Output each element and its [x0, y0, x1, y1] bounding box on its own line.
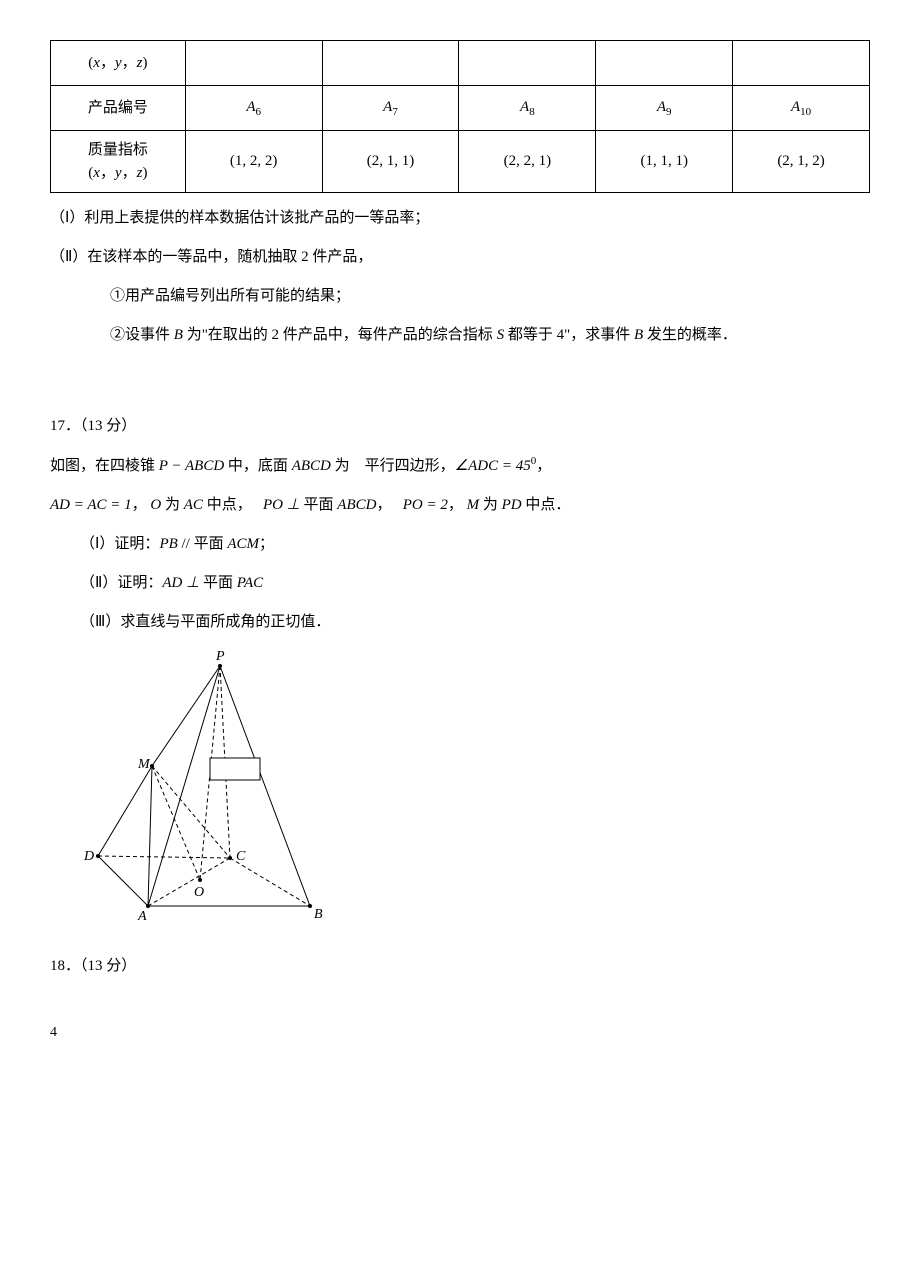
- cell: A10: [733, 86, 870, 131]
- label-P: P: [215, 649, 225, 664]
- text: 都等于 4"，求事件: [504, 327, 634, 343]
- label-M: M: [137, 757, 151, 772]
- expr: AC: [184, 497, 203, 513]
- text: 如图，在四棱锥: [50, 458, 159, 474]
- cell: [322, 41, 459, 86]
- var-B: B: [174, 327, 183, 343]
- text: 平面: [199, 575, 237, 591]
- row2-label: 产品编号: [51, 86, 186, 131]
- text: 为 平行四边形，: [331, 458, 455, 474]
- expr: PO ⊥: [263, 497, 300, 513]
- cell: (2, 2, 1): [459, 131, 596, 193]
- question-18-number: 18．（13 分）: [50, 953, 870, 980]
- data-table: (x，y，z) 产品编号 A6 A7 A8 A9 A10 质量指标(x，y，z)…: [50, 40, 870, 193]
- expr: O: [150, 497, 161, 513]
- expr: P − ABCD: [159, 458, 224, 474]
- expr: AD ⊥: [162, 575, 199, 591]
- q17-part-3: （Ⅲ）求直线与平面所成角的正切值．: [50, 609, 870, 636]
- expr: PD: [502, 497, 522, 513]
- cell: [733, 41, 870, 86]
- question-sub-1: ①用产品编号列出所有可能的结果；: [50, 283, 870, 310]
- cell: [596, 41, 733, 86]
- expr: ABCD: [337, 497, 376, 513]
- row1-label: (x，y，z): [51, 41, 186, 86]
- expr: M: [467, 497, 480, 513]
- text: ，: [376, 497, 399, 513]
- cell: (1, 2, 2): [185, 131, 322, 193]
- cell: (2, 1, 2): [733, 131, 870, 193]
- label-C: C: [236, 849, 246, 864]
- text: 中点，: [203, 497, 259, 513]
- pyramid-diagram: P M D A B C O: [50, 648, 870, 933]
- text: 中点．: [522, 497, 571, 513]
- text: ，: [536, 458, 551, 474]
- question-17-number: 17．（13 分）: [50, 413, 870, 440]
- text: 平面: [300, 497, 338, 513]
- text: ，: [132, 497, 147, 513]
- text: （Ⅱ）证明：: [80, 575, 162, 591]
- q17-part-2: （Ⅱ）证明：AD ⊥ 平面 PAC: [50, 570, 870, 597]
- text: ；: [259, 536, 274, 552]
- text: 为: [479, 497, 502, 513]
- row3-label: 质量指标(x，y，z): [51, 131, 186, 193]
- cell: [459, 41, 596, 86]
- cell: A7: [322, 86, 459, 131]
- expr: PB: [159, 536, 177, 552]
- label-A: A: [137, 909, 147, 924]
- cell: A6: [185, 86, 322, 131]
- cell: [185, 41, 322, 86]
- expr: PO = 2: [403, 497, 448, 513]
- q17-line2: AD = AC = 1， O 为 AC 中点， PO ⊥ 平面 ABCD， PO…: [50, 492, 870, 519]
- question-part-2: （Ⅱ）在该样本的一等品中，随机抽取 2 件产品，: [50, 244, 870, 271]
- text: 中，底面: [224, 458, 292, 474]
- cell: A8: [459, 86, 596, 131]
- text: ②设事件: [110, 327, 174, 343]
- text: ，: [448, 497, 463, 513]
- question-part-1: （Ⅰ）利用上表提供的样本数据估计该批产品的一等品率；: [50, 205, 870, 232]
- expr: AD = AC = 1: [50, 497, 132, 513]
- cell: A9: [596, 86, 733, 131]
- table-row: (x，y，z): [51, 41, 870, 86]
- q17-line1: 如图，在四棱锥 P − ABCD 中，底面 ABCD 为 平行四边形，∠ADC …: [50, 452, 870, 480]
- expr: ACM: [227, 536, 259, 552]
- expr: ∠ADC = 450: [455, 458, 537, 474]
- table-row: 产品编号 A6 A7 A8 A9 A10: [51, 86, 870, 131]
- text: // 平面: [178, 536, 228, 552]
- table-row: 质量指标(x，y，z) (1, 2, 2) (2, 1, 1) (2, 2, 1…: [51, 131, 870, 193]
- text: 发生的概率．: [643, 327, 737, 343]
- text: 为: [161, 497, 184, 513]
- label-O: O: [194, 885, 204, 900]
- cell: (2, 1, 1): [322, 131, 459, 193]
- text: （Ⅰ）证明：: [80, 536, 159, 552]
- expr: PAC: [237, 575, 263, 591]
- cell: (1, 1, 1): [596, 131, 733, 193]
- label-B: B: [314, 907, 323, 922]
- expr: ABCD: [292, 458, 331, 474]
- label-D: D: [83, 849, 94, 864]
- var-S: S: [497, 327, 505, 343]
- question-sub-2: ②设事件 B 为"在取出的 2 件产品中，每件产品的综合指标 S 都等于 4"，…: [50, 322, 870, 349]
- text: 为"在取出的 2 件产品中，每件产品的综合指标: [183, 327, 497, 343]
- var-B: B: [634, 327, 643, 343]
- page-number: 4: [50, 1020, 870, 1045]
- q17-part-1: （Ⅰ）证明：PB // 平面 ACM；: [50, 531, 870, 558]
